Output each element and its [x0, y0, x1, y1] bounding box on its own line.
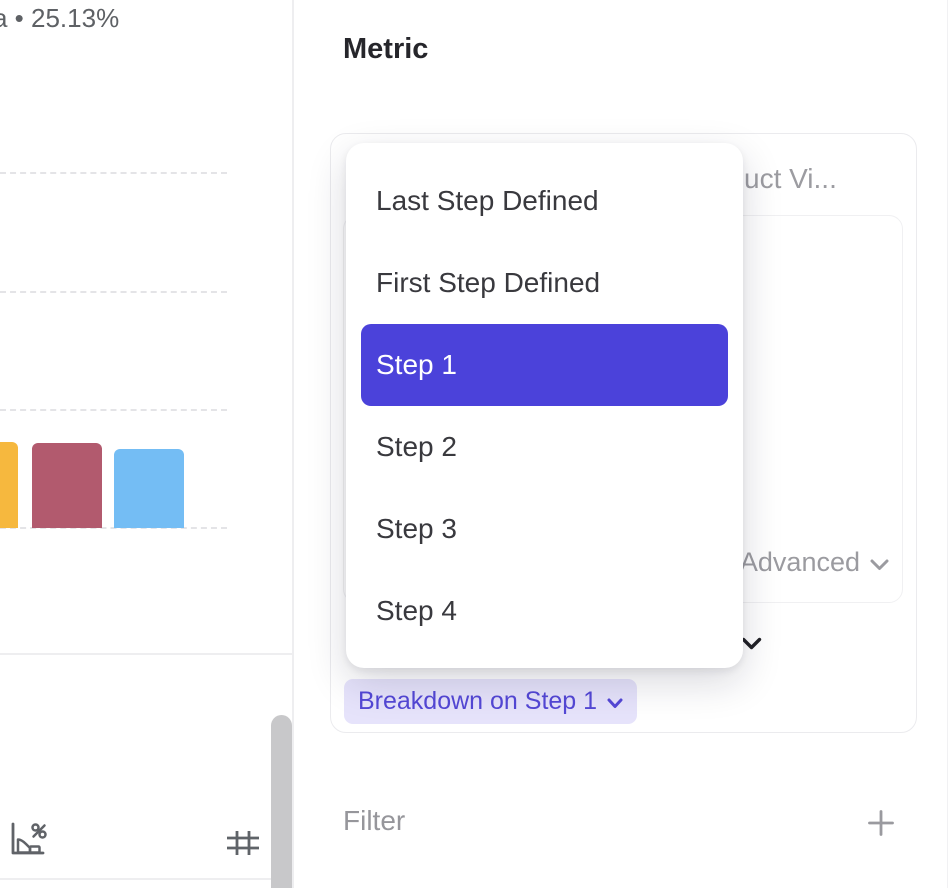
dropdown-item-last-step-defined[interactable]: Last Step Defined: [376, 185, 599, 216]
metric-section-title: Metric: [343, 33, 429, 65]
chevron-down-icon[interactable]: [741, 637, 762, 651]
gridline: [0, 291, 227, 293]
hash-grid-icon[interactable]: [224, 828, 262, 858]
funnel-bar-blue[interactable]: [114, 449, 184, 528]
scrollbar-thumb[interactable]: [271, 715, 292, 888]
gridline: [0, 409, 227, 411]
event-name-truncated[interactable]: uct Vi...: [744, 163, 837, 194]
dropdown-item-step-2[interactable]: Step 2: [376, 431, 457, 462]
chevron-down-icon: [607, 687, 623, 716]
chevron-down-icon: [870, 547, 889, 578]
left-panel-bottom-divider: [0, 878, 271, 880]
advanced-label: Advanced: [739, 547, 860, 577]
funnel-bar-maroon[interactable]: [32, 443, 102, 528]
plus-icon[interactable]: [866, 808, 896, 838]
conversion-rate-chart-icon[interactable]: [6, 817, 48, 861]
legend-label: a • 25.13%: [0, 3, 120, 33]
dropdown-item-first-step-defined[interactable]: First Step Defined: [376, 267, 601, 298]
breakdown-label: Breakdown on Step 1: [358, 687, 598, 715]
gridline: [0, 527, 227, 529]
dropdown-item-step-1[interactable]: Step 1: [361, 324, 728, 406]
step-dropdown-menu: Last Step Defined First Step Defined Ste…: [346, 143, 743, 668]
dropdown-item-step-3[interactable]: Step 3: [376, 513, 457, 544]
breakdown-on-step-button[interactable]: Breakdown on Step 1: [344, 679, 638, 724]
dropdown-item-step-4[interactable]: Step 4: [376, 595, 457, 626]
gridline: [0, 172, 227, 174]
panel-divider: [292, 0, 294, 888]
left-panel-divider: [0, 653, 293, 655]
right-edge-line: [947, 0, 948, 888]
funnel-bar-yellow[interactable]: [0, 442, 18, 528]
filter-section-title: Filter: [343, 805, 406, 836]
advanced-toggle[interactable]: Advanced: [740, 547, 889, 578]
